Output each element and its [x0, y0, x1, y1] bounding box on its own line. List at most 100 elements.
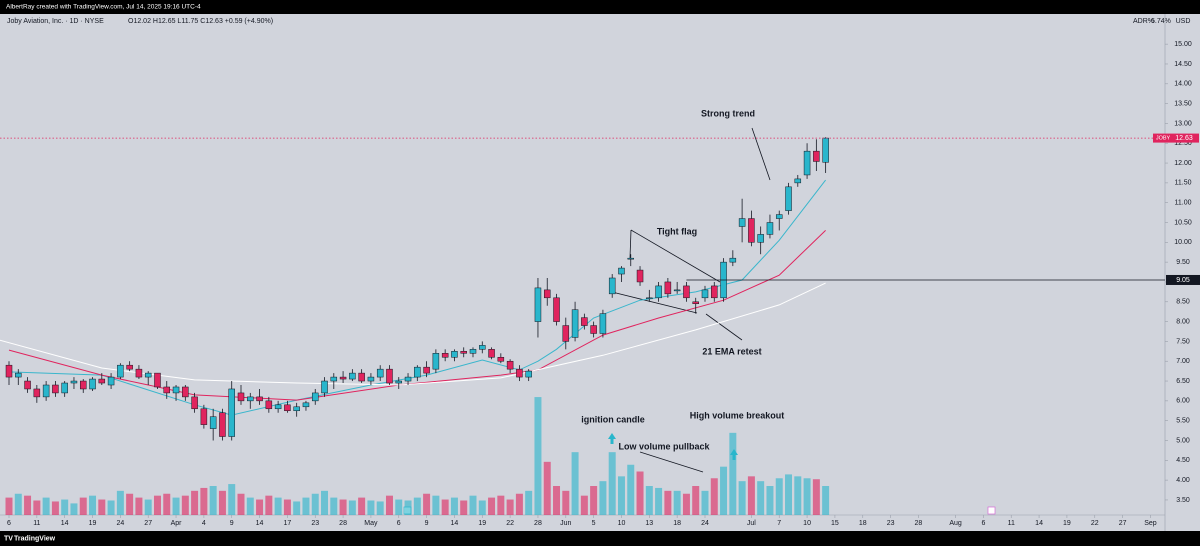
- x-tick-label: 14: [61, 520, 69, 527]
- x-tick-label: 19: [1063, 520, 1071, 527]
- candle-body: [469, 349, 477, 354]
- candle-body: [479, 345, 486, 350]
- candle-body: [599, 313, 607, 334]
- volume-bar: [450, 497, 458, 515]
- x-tick-label: 22: [506, 520, 514, 527]
- candle-body: [330, 376, 338, 382]
- volume-bar: [692, 486, 700, 515]
- y-tick-label: 5.50: [1176, 418, 1190, 425]
- x-tick-label: 9: [425, 520, 429, 527]
- volume-bar: [599, 481, 607, 515]
- candle-body: [738, 218, 746, 227]
- volume-bar: [395, 499, 403, 515]
- candle-body: [321, 380, 328, 394]
- level-label: 9.05: [1176, 277, 1190, 284]
- volume-bar: [293, 501, 301, 515]
- candle-body: [488, 349, 495, 358]
- x-tick-label: Jul: [747, 520, 756, 527]
- candle-body: [655, 285, 662, 299]
- symbol-tag: [1153, 133, 1173, 143]
- volume-bar: [181, 495, 189, 515]
- candle-body: [79, 380, 87, 390]
- volume-bar: [673, 490, 681, 515]
- volume-bar: [339, 499, 347, 515]
- x-tick-label: 23: [887, 520, 895, 527]
- candle-body: [441, 353, 449, 358]
- candle-body: [562, 325, 570, 342]
- candle-body: [367, 376, 375, 382]
- volume-bar: [534, 397, 542, 515]
- x-tick-label: 19: [89, 520, 97, 527]
- volume-bar: [107, 500, 115, 515]
- candle-body: [701, 289, 709, 299]
- symbol-line: Joby Aviation, Inc. · 1D · NYSE: [7, 18, 104, 25]
- candle-body: [711, 285, 718, 299]
- volume-bar: [506, 499, 514, 515]
- candle-body: [42, 384, 50, 398]
- volume-bar: [144, 499, 152, 515]
- volume-bar: [562, 490, 570, 515]
- annotation: ignition candle: [581, 414, 645, 424]
- annotation-line: [705, 313, 743, 341]
- volume-bar: [655, 487, 663, 515]
- volume-bar: [701, 490, 709, 515]
- credit: AlbertRay created with TradingView.com, …: [6, 4, 201, 11]
- annotation-line: [639, 451, 704, 473]
- top-bar: [0, 0, 1200, 14]
- candle-body: [423, 366, 430, 374]
- volume-bar: [42, 497, 50, 515]
- annotation-lines: [611, 127, 771, 473]
- currency: USD: [1176, 18, 1191, 25]
- x-tick-label: 6: [7, 520, 11, 527]
- volume-bar: [525, 490, 533, 515]
- y-tick-label: 12.00: [1174, 160, 1192, 167]
- y-tick-label: 5.00: [1176, 437, 1190, 444]
- candle-body: [117, 364, 124, 378]
- candle-body: [822, 137, 829, 163]
- volume-bar: [237, 493, 245, 515]
- brand: TradingView: [14, 535, 56, 542]
- volume-bar: [794, 476, 802, 515]
- volume-bar: [191, 490, 199, 515]
- volume-bar: [321, 490, 329, 515]
- event-marker[interactable]: [987, 506, 996, 515]
- volume-bar: [330, 497, 338, 515]
- volume-bar: [256, 499, 264, 515]
- candle-body: [200, 408, 208, 425]
- candle-body: [404, 376, 412, 382]
- volume-bar: [348, 500, 356, 515]
- annotation-line: [629, 229, 632, 259]
- candle-body: [497, 357, 505, 362]
- volume-bar: [757, 481, 765, 515]
- volume-bar: [580, 495, 588, 515]
- x-tick-label: 10: [803, 520, 811, 527]
- candle-body: [339, 376, 347, 380]
- candle-body: [571, 309, 579, 338]
- x-tick-label: 9: [230, 520, 234, 527]
- candle-body: [247, 396, 254, 402]
- brand-logo: TV: [4, 535, 13, 542]
- x-tick-label: 27: [1119, 520, 1127, 527]
- x-tick-label: 18: [859, 520, 867, 527]
- candle-body: [432, 353, 440, 370]
- y-tick-label: 10.50: [1174, 219, 1192, 226]
- volume-bar: [720, 466, 728, 515]
- candle-body: [182, 386, 189, 398]
- x-tick-label: 4: [202, 520, 206, 527]
- volume-bar: [617, 476, 625, 515]
- candle-body: [636, 269, 644, 283]
- candle-body: [525, 370, 532, 378]
- candle-body: [33, 388, 41, 398]
- x-tick-label: 7: [777, 520, 781, 527]
- volume-bar: [608, 452, 616, 515]
- candle-body: [349, 372, 356, 380]
- annotation: Low volume pullback: [618, 441, 710, 451]
- volume-bar: [79, 497, 87, 515]
- adr-label: ADR%: [1133, 18, 1154, 25]
- volume-bar: [812, 479, 820, 515]
- x-tick-label: 15: [831, 520, 839, 527]
- candle-body: [126, 364, 133, 370]
- x-tick-label: 24: [116, 520, 124, 527]
